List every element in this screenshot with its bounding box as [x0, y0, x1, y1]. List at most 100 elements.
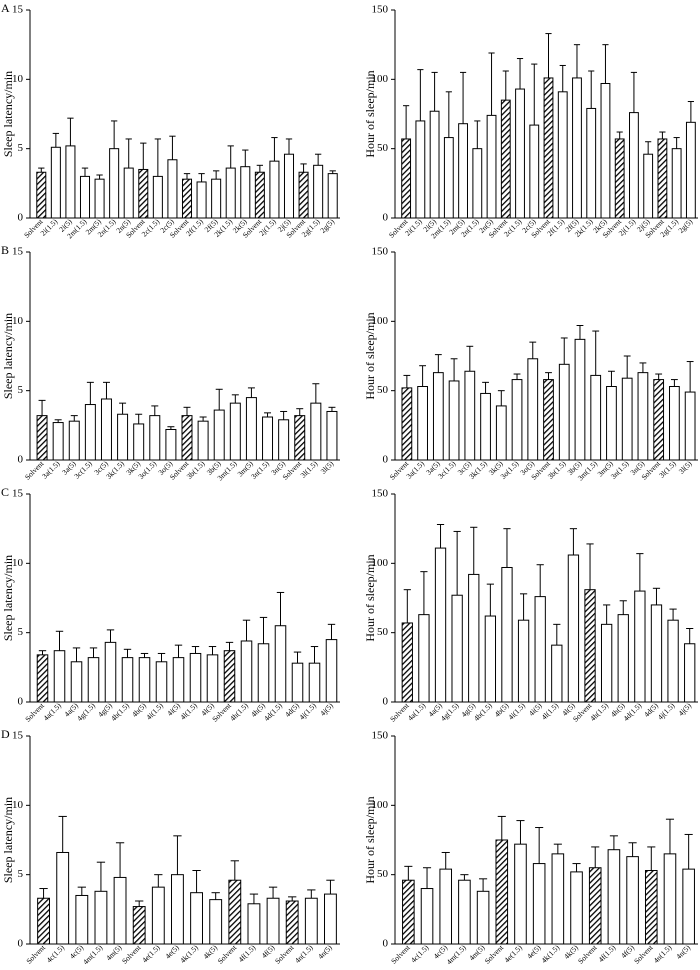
bar [213, 409, 225, 461]
x-tick-label: 4c(1.5) [409, 943, 431, 965]
y-axis-label: Hour of sleep/min [363, 554, 377, 641]
bar [557, 91, 568, 219]
bar [607, 849, 621, 945]
x-tick-label: 2g(5) [676, 217, 694, 235]
x-tick-label: 4n(5) [316, 943, 334, 961]
bar [152, 175, 163, 219]
x-tick-label: 4f(1.5) [236, 943, 257, 964]
x-tick-label: 4n(1.5) [293, 943, 315, 965]
bar [626, 856, 639, 945]
x-tick-label: Solvent [389, 942, 412, 965]
bar [468, 573, 480, 703]
bar [476, 890, 490, 945]
bar [171, 874, 184, 945]
x-tick-label: 4i(1.5) [144, 701, 165, 722]
bar [109, 148, 120, 219]
x-tick-label: Solvent [216, 942, 239, 965]
x-tick-label: 4g(1.5) [439, 701, 461, 723]
bar [50, 146, 61, 219]
x-tick-label: 4a(1.5) [406, 701, 428, 723]
y-tick-label: 50 [377, 868, 389, 880]
bar [190, 892, 203, 945]
bar [325, 639, 338, 703]
y-tick-label: 10 [12, 557, 24, 569]
y-tick-label: 50 [377, 142, 389, 154]
bar [278, 419, 290, 461]
bar [75, 894, 89, 945]
bar [684, 391, 696, 461]
bar [247, 903, 261, 945]
bar [588, 867, 602, 945]
x-tick-label: 3k(1.5) [467, 459, 489, 481]
y-tick-label: 0 [383, 212, 389, 224]
x-tick-label: 4l(1.5) [540, 701, 561, 722]
x-tick-label: 4f(1.5) [596, 943, 617, 964]
y-tick-label: 5 [18, 868, 24, 880]
bar [534, 596, 546, 703]
bar [269, 160, 280, 219]
panel-label: B [1, 243, 9, 257]
bar [298, 171, 309, 219]
bar [121, 657, 134, 703]
x-tick-label: 4k(1.5) [539, 943, 561, 965]
bar [653, 379, 665, 461]
bar [418, 614, 430, 703]
x-tick-label: 4k(1.5) [178, 943, 200, 965]
bar [326, 410, 338, 461]
y-tick-label: 15 [12, 730, 24, 742]
bar [643, 153, 654, 219]
bar [617, 614, 629, 703]
bar [495, 839, 509, 945]
y-tick-label: 15 [12, 488, 24, 500]
x-tick-label: Solvent [576, 942, 599, 965]
x-tick-label: 4d(1.5) [621, 701, 643, 723]
x-tick-label: 3o(1.5) [136, 459, 158, 481]
bar [53, 650, 66, 703]
bar [181, 415, 193, 461]
chart: Hour of sleep/minSolvent3a(1.5)3a(5)3c(1… [363, 246, 698, 482]
x-tick-label: 3l(1.5) [299, 459, 320, 480]
x-tick-label: 4h(1.5) [588, 701, 610, 723]
bar [401, 387, 413, 461]
bar [87, 657, 100, 703]
bar [527, 358, 539, 461]
x-tick-label: 4h(1.5) [228, 701, 250, 723]
bar [402, 879, 415, 945]
bar [113, 876, 127, 945]
bar [172, 657, 185, 703]
bar [657, 138, 668, 219]
x-tick-label: Solvent [210, 700, 233, 723]
bar [104, 641, 117, 703]
y-tick-label: 15 [12, 4, 24, 16]
y-tick-label: 5 [18, 142, 24, 154]
bar [223, 650, 236, 703]
y-tick-label: 10 [12, 315, 24, 327]
bar [551, 644, 563, 703]
y-tick-label: 0 [18, 454, 24, 466]
y-axis-label: Sleep latency/min [1, 71, 15, 157]
x-tick-label: 4j(5) [318, 701, 335, 718]
y-tick-label: 0 [383, 454, 389, 466]
bar [669, 386, 680, 461]
bar [671, 148, 682, 219]
bar [36, 415, 48, 461]
bar [532, 863, 546, 945]
bar [501, 566, 513, 703]
bar [439, 868, 453, 945]
bar [132, 906, 146, 945]
bar [240, 166, 251, 219]
bar [451, 594, 463, 703]
bar [484, 615, 497, 703]
bar [291, 662, 304, 703]
y-axis-label: Hour of sleep/min [363, 312, 377, 399]
y-tick-label: 150 [372, 246, 389, 258]
bar [283, 153, 295, 219]
y-axis-label: Sleep latency/min [1, 313, 15, 399]
bar [495, 405, 507, 461]
bar [197, 420, 209, 461]
bar [515, 88, 525, 219]
